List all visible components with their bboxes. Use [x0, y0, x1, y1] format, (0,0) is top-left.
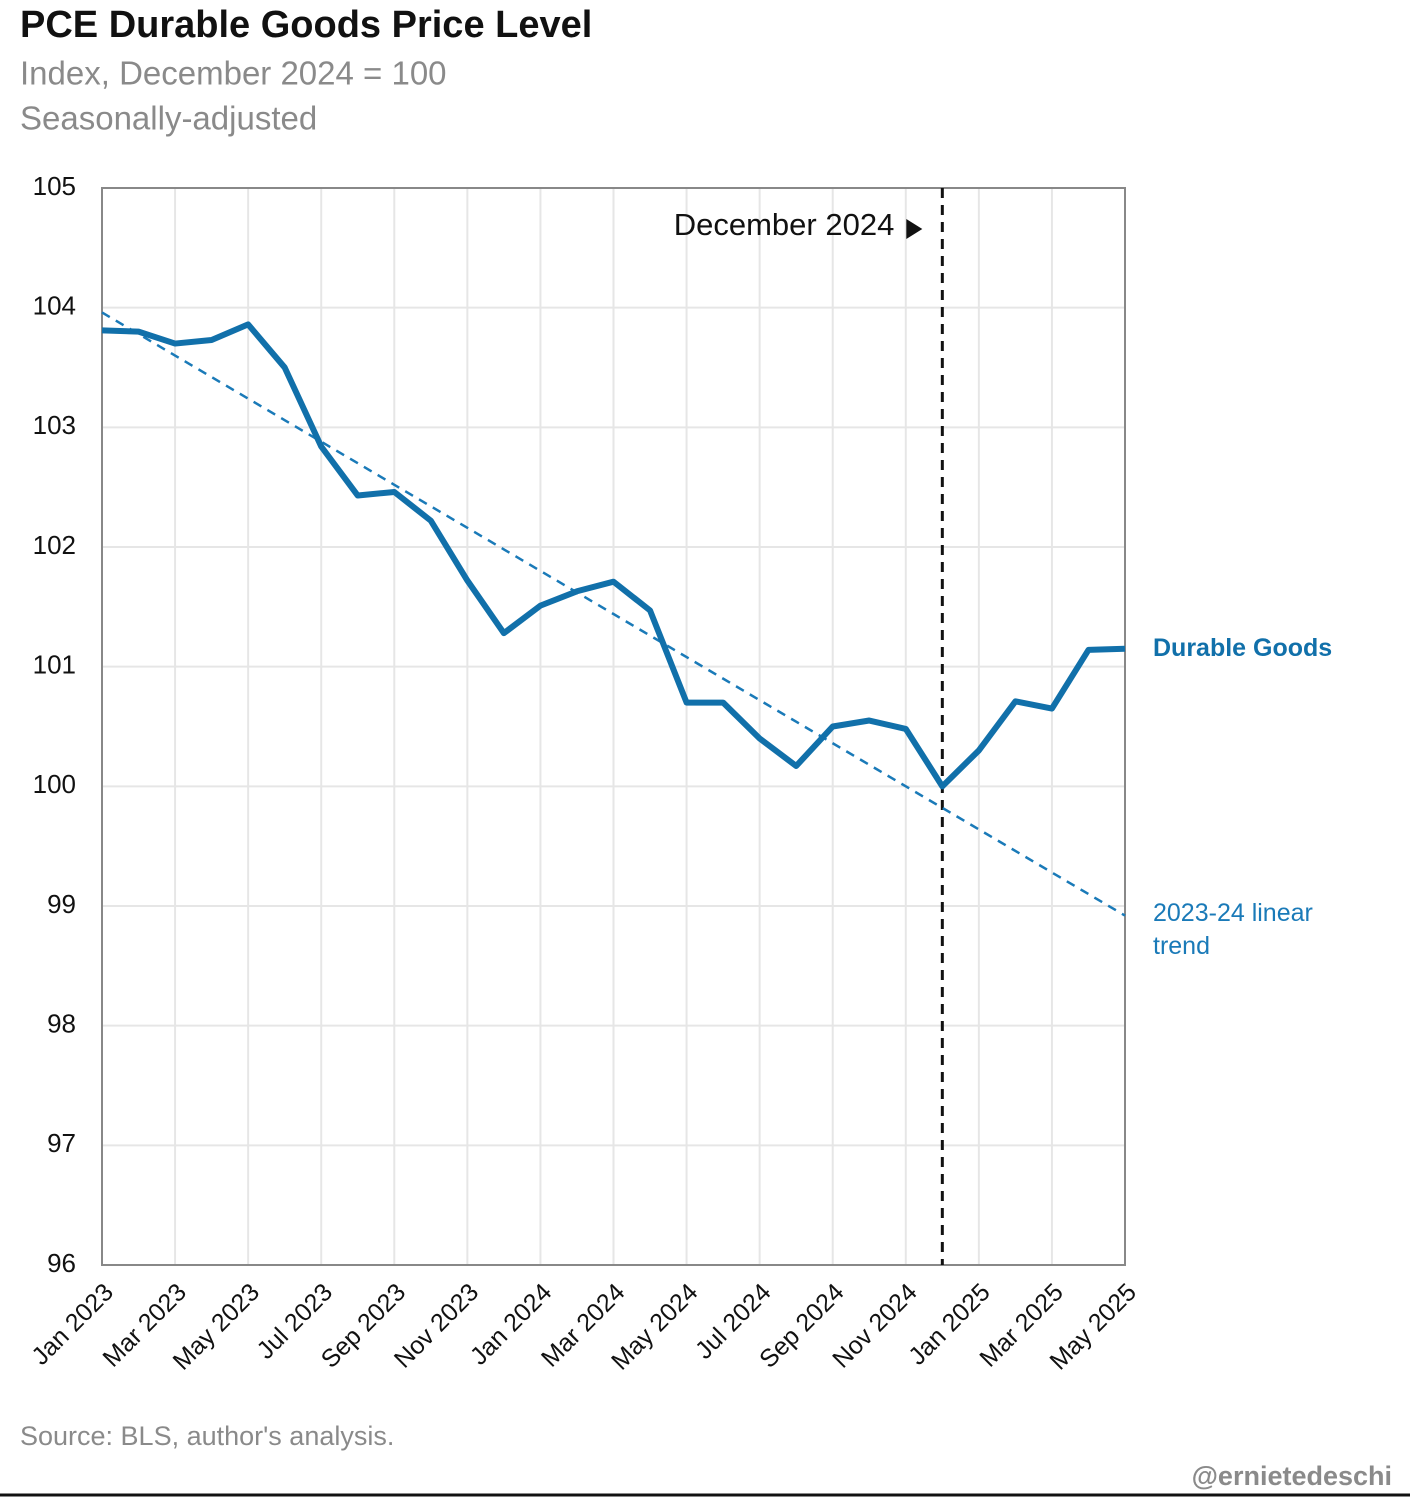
series-label: Durable Goods — [1153, 633, 1333, 662]
annotation: December 2024 — [674, 207, 895, 242]
series-label: 2023-24 linear trend — [1153, 898, 1313, 960]
plot-frame — [101, 187, 1126, 1266]
y-tick-label: 99 — [47, 889, 76, 919]
y-tick-label: 103 — [33, 410, 76, 440]
annotation-arrow — [906, 219, 923, 239]
y-tick-label: 101 — [33, 650, 76, 680]
credit: @ernietedeschi — [1192, 1461, 1392, 1491]
y-tick-label: 105 — [33, 171, 76, 201]
y-tick-label: 104 — [33, 291, 76, 321]
y-tick-label: 98 — [47, 1009, 76, 1039]
series-line — [101, 311, 1126, 917]
y-tick-label: 102 — [33, 530, 76, 560]
y-tick-label: 97 — [47, 1128, 76, 1158]
series-line — [101, 321, 1126, 790]
chart-title: PCE Durable Goods Price Level — [20, 4, 592, 46]
y-tick-label: 96 — [47, 1248, 76, 1278]
y-tick-label: 100 — [33, 769, 76, 799]
subtitle: Seasonally-adjusted — [20, 100, 317, 137]
subtitle: Index, December 2024 = 100 — [20, 55, 447, 92]
source: Source: BLS, author's analysis. — [20, 1421, 394, 1451]
